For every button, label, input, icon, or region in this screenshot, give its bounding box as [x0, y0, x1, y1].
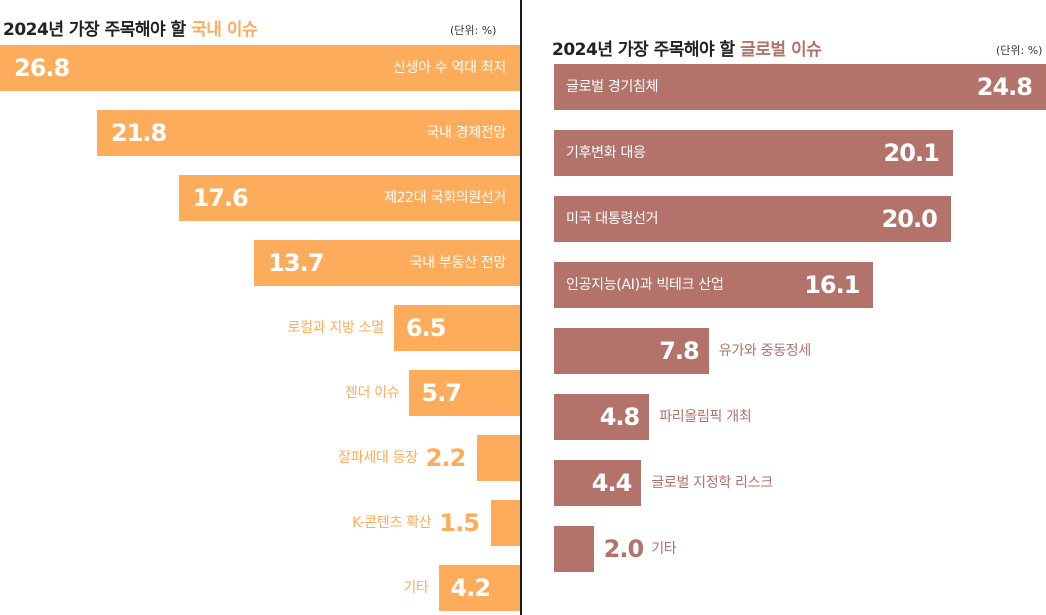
domestic-value-label-4: 6.5	[405, 314, 447, 342]
global-bar-5	[554, 394, 650, 440]
global-value-label-1: 20.1	[883, 139, 940, 167]
domestic-value-label-2: 17.6	[192, 184, 249, 212]
global-unit-label: (단위: %)	[996, 44, 1043, 57]
global-title-highlight: 글로벌 이슈	[740, 40, 822, 60]
global-bar-1	[554, 130, 953, 176]
global-value-label-5: 4.8	[599, 403, 641, 431]
domestic-category-label-2: 제22대 국회의원선거	[383, 190, 506, 206]
global-category-label-1: 기후변화 대응	[566, 145, 646, 161]
domestic-bar-8	[438, 565, 520, 611]
domestic-category-label-5: 젠더 이슈	[344, 385, 400, 401]
global-category-label-6: 글로벌 지정학 리스크	[651, 475, 773, 491]
global-title-prefix: 2024년 가장 주목해야 할	[552, 40, 741, 60]
global-category-label-4: 유가와 중동정세	[718, 343, 812, 359]
global-value-label-2: 20.0	[881, 205, 938, 233]
domestic-value-label-6: 2.2	[425, 444, 467, 472]
domestic-category-label-8: 기타	[403, 580, 429, 596]
domestic-unit-label: (단위: %)	[450, 24, 497, 37]
domestic-issues-chart: 2024년 가장 주목해야 할 국내 이슈 (단위: %) 26.8 신생아 수 …	[0, 0, 522, 615]
global-value-label-0: 24.8	[976, 73, 1033, 101]
domestic-category-label-1: 국내 경제전망	[426, 125, 506, 141]
global-bar-3	[554, 262, 874, 308]
global-value-label-3: 16.1	[804, 271, 860, 299]
domestic-bar-0	[0, 45, 520, 91]
domestic-chart-title: 2024년 가장 주목해야 할 국내 이슈	[3, 15, 258, 40]
domestic-category-label-4: 로컬과 지방 소멸	[287, 320, 385, 336]
global-category-label-5: 파리올림픽 개최	[659, 409, 752, 425]
global-category-label-3: 인공지능(AI)과 빅테크 산업	[566, 277, 724, 293]
global-value-label-4: 7.8	[659, 337, 700, 365]
domestic-title-highlight: 국내 이슈	[191, 20, 258, 40]
domestic-value-label-1: 21.8	[111, 119, 167, 147]
global-category-label-2: 미국 대통령선거	[566, 211, 659, 227]
domestic-bar-2	[178, 175, 520, 221]
domestic-title-prefix: 2024년 가장 주목해야 할	[3, 20, 192, 40]
domestic-bar-6	[477, 435, 520, 481]
domestic-bar-3	[254, 240, 520, 286]
domestic-value-label-0: 26.8	[14, 54, 70, 82]
domestic-value-label-8: 4.2	[450, 574, 492, 602]
domestic-bar-5	[409, 370, 520, 416]
domestic-value-label-3: 13.7	[268, 249, 324, 277]
domestic-category-label-7: K-콘텐츠 확산	[352, 515, 432, 531]
global-category-label-7: 기타	[651, 541, 677, 557]
domestic-bar-1	[97, 110, 520, 156]
global-bar-4	[554, 328, 709, 374]
global-bar-7	[554, 526, 594, 572]
domestic-bar-7	[490, 500, 520, 546]
domestic-category-label-0: 신생아 수 역대 최저	[392, 60, 506, 76]
global-value-label-6: 4.4	[591, 469, 633, 497]
global-value-label-7: 2.0	[603, 535, 645, 563]
domestic-value-label-5: 5.7	[421, 379, 462, 407]
global-chart-title: 2024년 가장 주목해야 할 글로벌 이슈	[552, 35, 822, 60]
domestic-bar-4	[393, 305, 520, 351]
domestic-value-label-7: 1.5	[439, 509, 480, 537]
global-issues-chart: 2024년 가장 주목해야 할 글로벌 이슈 (단위: %) 24.8 글로벌 경…	[524, 0, 1046, 615]
domestic-category-label-3: 국내 부동산 전망	[409, 255, 507, 271]
global-bar-2	[554, 196, 951, 242]
global-category-label-0: 글로벌 경기침체	[566, 79, 659, 95]
global-bar-6	[554, 460, 642, 506]
center-divider	[520, 0, 522, 615]
global-bar-0	[554, 64, 1046, 110]
domestic-category-label-6: 잘파세대 등장	[338, 450, 418, 466]
